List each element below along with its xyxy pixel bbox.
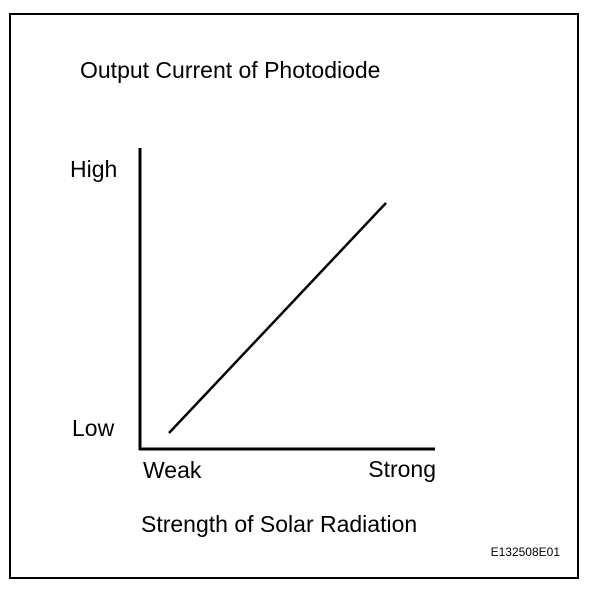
y-low-label: Low <box>72 415 115 441</box>
frame <box>9 13 579 579</box>
title: Output Current of Photodiode <box>80 57 380 83</box>
trend-line <box>168 202 387 434</box>
x-low-label: Weak <box>143 457 202 483</box>
x-axis-title: Strength of Solar Radiation <box>141 511 417 537</box>
y-high-label: High <box>70 156 117 182</box>
x-high-label: Strong <box>368 456 436 482</box>
figure-code: E132508E01 <box>491 545 561 559</box>
